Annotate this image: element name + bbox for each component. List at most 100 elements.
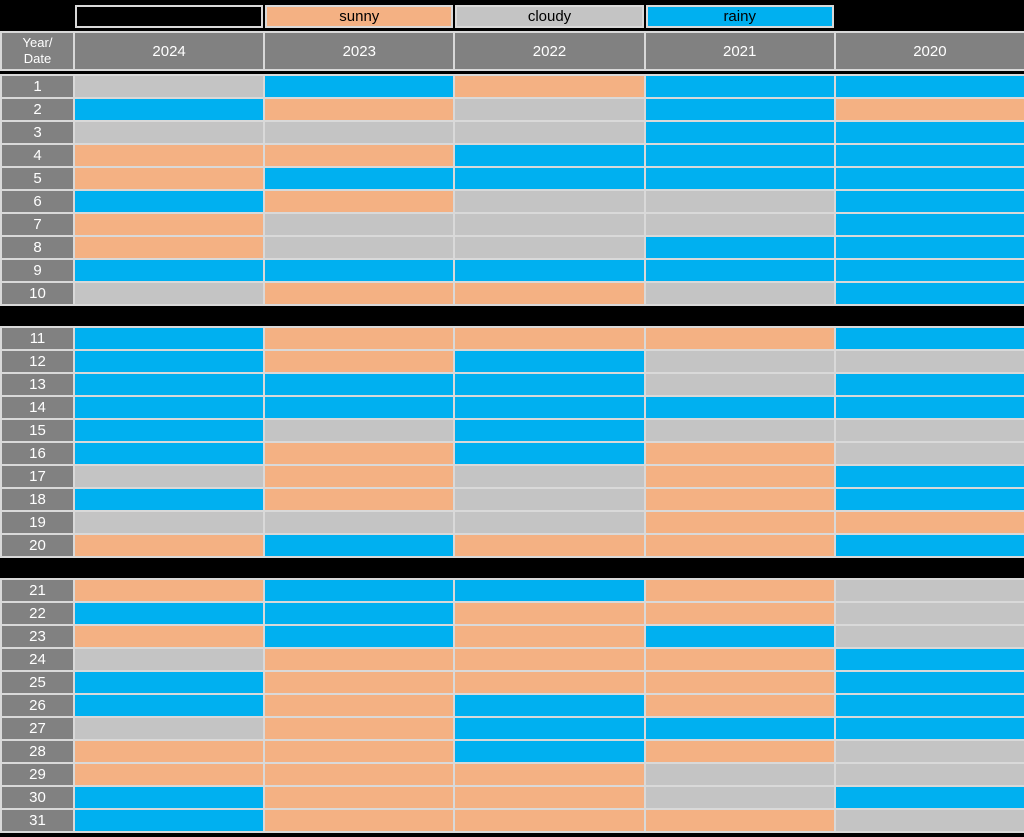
date-label-31: 31 <box>2 810 73 831</box>
weather-cell-2023-16 <box>265 443 454 464</box>
date-label-9: 9 <box>2 260 73 281</box>
weather-cell-2024-6 <box>75 191 264 212</box>
weather-cell-2022-21 <box>455 580 644 601</box>
weather-cell-2020-11 <box>835 328 1024 349</box>
weather-cell-2021-5 <box>645 168 834 189</box>
date-label-18: 18 <box>2 489 73 510</box>
date-label-15: 15 <box>2 420 73 441</box>
weather-cell-2020-5 <box>835 168 1024 189</box>
weather-cell-2022-20 <box>455 535 644 556</box>
legend-label-sunny: sunny <box>339 8 380 25</box>
weather-cell-2021-12 <box>645 351 834 372</box>
weather-cell-2021-18 <box>645 489 834 510</box>
weather-cell-2024-31 <box>75 810 264 831</box>
weather-cell-2022-15 <box>455 420 644 441</box>
weather-cell-2024-4 <box>75 145 264 166</box>
weather-cell-2021-16 <box>645 443 834 464</box>
weather-cell-2021-11 <box>645 328 834 349</box>
legend-item-rainy: rainy <box>645 5 834 28</box>
weather-cell-2020-29 <box>835 764 1024 785</box>
weather-cell-2022-27 <box>455 718 644 739</box>
weather-cell-2023-6 <box>265 191 454 212</box>
weather-cell-2020-19 <box>835 512 1024 533</box>
weather-cell-2021-28 <box>645 741 834 762</box>
weather-cell-2023-18 <box>265 489 454 510</box>
weather-cell-2021-25 <box>645 672 834 693</box>
weather-cell-2022-22 <box>455 603 644 624</box>
weather-cell-2024-2 <box>75 99 264 120</box>
weather-cell-2020-2 <box>835 99 1024 120</box>
weather-cell-2021-24 <box>645 649 834 670</box>
weather-cell-2024-28 <box>75 741 264 762</box>
weather-cell-2024-15 <box>75 420 264 441</box>
weather-cell-2021-13 <box>645 374 834 395</box>
weather-cell-2023-30 <box>265 787 454 808</box>
weather-cell-2020-6 <box>835 191 1024 212</box>
weather-cell-2023-23 <box>265 626 454 647</box>
weather-cell-2024-7 <box>75 214 264 235</box>
weather-cell-2024-25 <box>75 672 264 693</box>
weather-cell-2021-29 <box>645 764 834 785</box>
date-label-1: 1 <box>2 76 73 97</box>
weather-cell-2024-1 <box>75 76 264 97</box>
weather-cell-2023-21 <box>265 580 454 601</box>
weather-cell-2021-27 <box>645 718 834 739</box>
legend: sunny cloudy rainy <box>0 5 1024 28</box>
weather-cell-2023-17 <box>265 466 454 487</box>
table-header: Year/ Date 2024 2023 2022 2021 2020 <box>0 31 1024 71</box>
weather-cell-2020-4 <box>835 145 1024 166</box>
legend-label-rainy: rainy <box>723 8 756 25</box>
weather-cell-2024-26 <box>75 695 264 716</box>
weather-cell-2023-9 <box>265 260 454 281</box>
weather-cell-2022-18 <box>455 489 644 510</box>
date-label-29: 29 <box>2 764 73 785</box>
date-label-3: 3 <box>2 122 73 143</box>
weather-cell-2020-13 <box>835 374 1024 395</box>
legend-item-sunny: sunny <box>265 5 454 28</box>
weather-cell-2020-9 <box>835 260 1024 281</box>
date-label-20: 20 <box>2 535 73 556</box>
weather-cell-2020-14 <box>835 397 1024 418</box>
weather-cell-2024-10 <box>75 283 264 304</box>
weather-cell-2021-26 <box>645 695 834 716</box>
weather-cell-2022-16 <box>455 443 644 464</box>
date-label-30: 30 <box>2 787 73 808</box>
weather-cell-2022-4 <box>455 145 644 166</box>
weather-cell-2023-15 <box>265 420 454 441</box>
weather-cell-2023-3 <box>265 122 454 143</box>
weather-cell-2022-2 <box>455 99 644 120</box>
weather-cell-2024-20 <box>75 535 264 556</box>
weather-cell-2024-16 <box>75 443 264 464</box>
date-label-7: 7 <box>2 214 73 235</box>
weather-cell-2020-24 <box>835 649 1024 670</box>
weather-cell-2022-24 <box>455 649 644 670</box>
legend-spacer <box>2 5 73 28</box>
weather-cell-2024-29 <box>75 764 264 785</box>
date-label-23: 23 <box>2 626 73 647</box>
weather-cell-2024-30 <box>75 787 264 808</box>
weather-cell-2023-12 <box>265 351 454 372</box>
weather-cell-2020-25 <box>835 672 1024 693</box>
date-label-14: 14 <box>2 397 73 418</box>
weather-cell-2021-6 <box>645 191 834 212</box>
weather-cell-2021-1 <box>645 76 834 97</box>
weather-cell-2024-5 <box>75 168 264 189</box>
year-header-2024: 2024 <box>75 33 264 69</box>
weather-cell-2020-21 <box>835 580 1024 601</box>
weather-cell-2020-16 <box>835 443 1024 464</box>
weather-cell-2020-1 <box>835 76 1024 97</box>
corner-header-line1: Year/ <box>22 34 53 50</box>
weather-cell-2023-13 <box>265 374 454 395</box>
weather-cell-2024-22 <box>75 603 264 624</box>
weather-cell-2020-7 <box>835 214 1024 235</box>
weather-cell-2020-17 <box>835 466 1024 487</box>
weather-cell-2024-18 <box>75 489 264 510</box>
weather-cell-2024-11 <box>75 328 264 349</box>
date-label-27: 27 <box>2 718 73 739</box>
date-label-5: 5 <box>2 168 73 189</box>
weather-cell-2023-7 <box>265 214 454 235</box>
weather-cell-2024-13 <box>75 374 264 395</box>
weather-cell-2024-23 <box>75 626 264 647</box>
weather-cell-2023-1 <box>265 76 454 97</box>
